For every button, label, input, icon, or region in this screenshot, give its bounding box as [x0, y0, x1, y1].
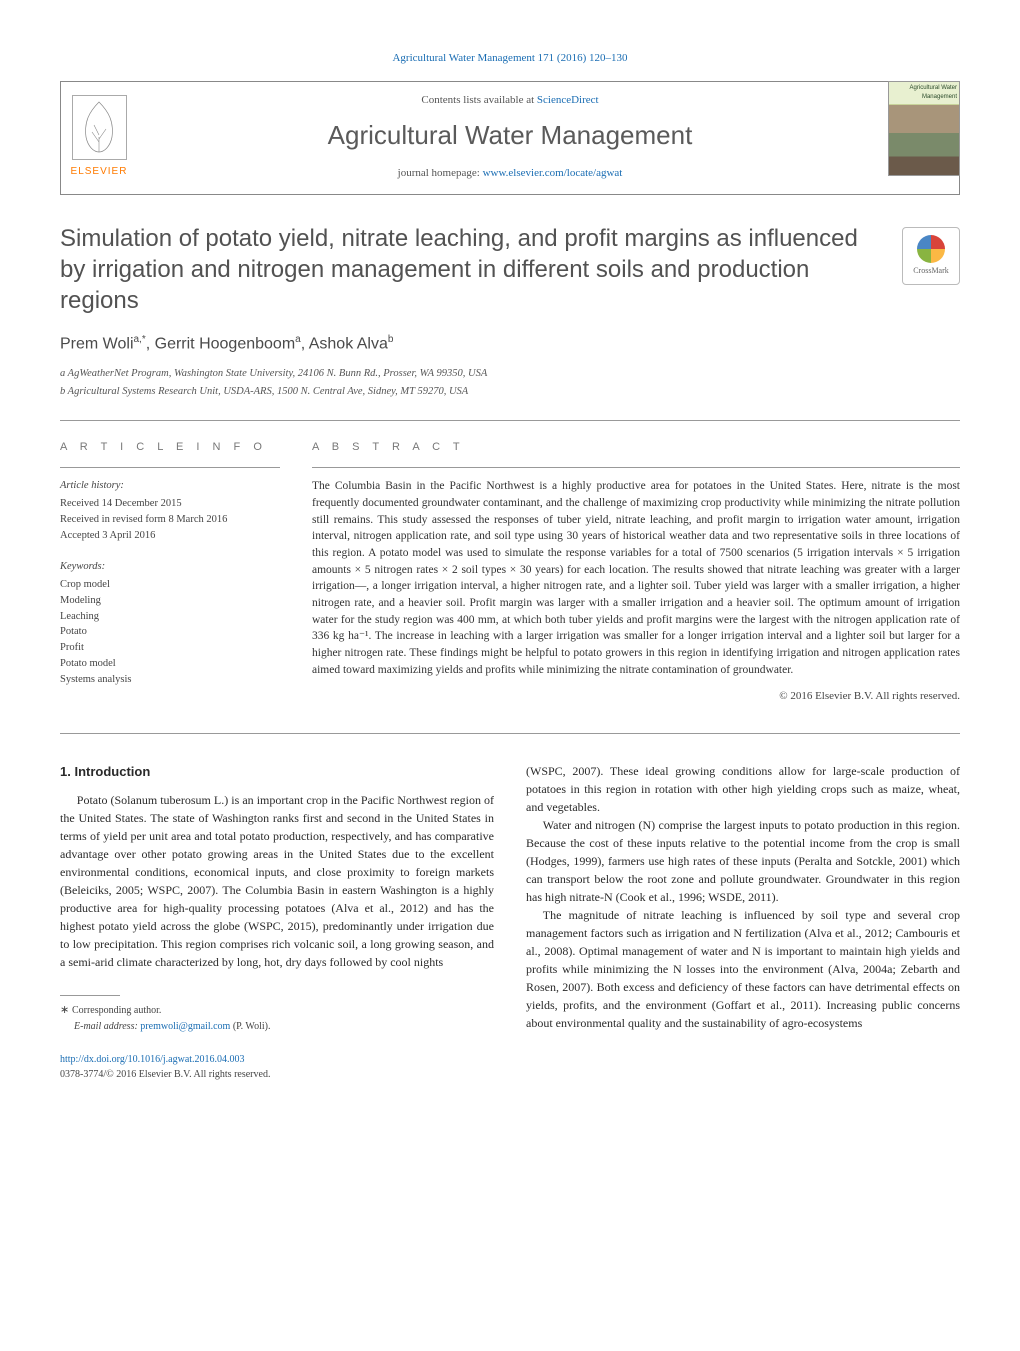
footnote-rule: [60, 995, 120, 996]
contents-prefix: Contents lists available at: [421, 94, 536, 106]
article-info-column: a r t i c l e i n f o Article history: R…: [60, 439, 280, 705]
abstract-column: a b s t r a c t The Columbia Basin in th…: [312, 439, 960, 705]
crossmark-icon: [917, 235, 945, 263]
divider: [60, 733, 960, 734]
left-column: 1. Introduction Potato (Solanum tuberosu…: [60, 762, 494, 1082]
right-column: (WSPC, 2007). These ideal growing condit…: [526, 762, 960, 1082]
article-title: Simulation of potato yield, nitrate leac…: [60, 223, 960, 317]
abstract-label: a b s t r a c t: [312, 439, 960, 456]
keyword-item: Potato: [60, 624, 280, 640]
doi-link[interactable]: http://dx.doi.org/10.1016/j.agwat.2016.0…: [60, 1054, 245, 1065]
contents-available-line: Contents lists available at ScienceDirec…: [81, 92, 939, 109]
keyword-item: Crop model: [60, 577, 280, 593]
body-paragraph: Water and nitrogen (N) comprise the larg…: [526, 816, 960, 906]
author-sup: a: [295, 334, 301, 345]
author-email-link[interactable]: premwoli@gmail.com: [140, 1021, 230, 1032]
abstract-text: The Columbia Basin in the Pacific Northw…: [312, 478, 960, 678]
corresponding-label: Corresponding author.: [72, 1005, 161, 1016]
issn-copyright: 0378-3774/© 2016 Elsevier B.V. All right…: [60, 1067, 494, 1082]
affiliation-a: a AgWeatherNet Program, Washington State…: [60, 366, 960, 382]
corresponding-footnote: ∗ Corresponding author.: [60, 1002, 494, 1019]
crossmark-label: CrossMark: [913, 265, 949, 277]
asterisk-icon: ∗: [60, 1004, 72, 1016]
section-heading-introduction: 1. Introduction: [60, 762, 494, 782]
author-sup: b: [388, 334, 394, 345]
copyright-line: © 2016 Elsevier B.V. All rights reserved…: [312, 688, 960, 705]
journal-cover-thumbnail: Agricultural Water Management: [888, 81, 960, 176]
journal-name: Agricultural Water Management: [81, 116, 939, 155]
history-title: Article history:: [60, 478, 280, 494]
keyword-item: Potato model: [60, 656, 280, 672]
homepage-prefix: journal homepage:: [398, 167, 483, 179]
affiliations: a AgWeatherNet Program, Washington State…: [60, 366, 960, 400]
journal-homepage-line: journal homepage: www.elsevier.com/locat…: [81, 165, 939, 182]
divider: [60, 420, 960, 421]
body-paragraph: Potato (Solanum tuberosum L.) is an impo…: [60, 791, 494, 971]
keyword-item: Leaching: [60, 609, 280, 625]
email-footnote: E-mail address: premwoli@gmail.com (P. W…: [60, 1019, 494, 1034]
publisher-logo-block: ELSEVIER: [60, 81, 138, 193]
author-sup: a,*: [134, 334, 146, 345]
page-root: Agricultural Water Management 171 (2016)…: [0, 0, 1020, 1132]
running-header: Agricultural Water Management 171 (2016)…: [60, 50, 960, 67]
keywords-title: Keywords:: [60, 559, 280, 575]
journal-cover-label: Agricultural Water Management: [889, 82, 959, 104]
info-abstract-row: a r t i c l e i n f o Article history: R…: [60, 439, 960, 705]
history-revised: Received in revised form 8 March 2016: [60, 512, 280, 528]
author-list: Prem Wolia,*, Gerrit Hoogenbooma, Ashok …: [60, 332, 960, 356]
elsevier-tree-icon: [72, 95, 127, 160]
keyword-item: Systems analysis: [60, 672, 280, 688]
history-accepted: Accepted 3 April 2016: [60, 528, 280, 544]
keyword-item: Modeling: [60, 593, 280, 609]
title-block: CrossMark Simulation of potato yield, ni…: [60, 223, 960, 317]
crossmark-badge[interactable]: CrossMark: [902, 227, 960, 285]
divider: [60, 467, 280, 468]
body-two-column: 1. Introduction Potato (Solanum tuberosu…: [60, 762, 960, 1082]
article-history: Article history: Received 14 December 20…: [60, 478, 280, 543]
publisher-name: ELSEVIER: [71, 164, 128, 179]
sciencedirect-link[interactable]: ScienceDirect: [537, 94, 599, 106]
email-suffix: (P. Woli).: [230, 1021, 270, 1032]
citation: Agricultural Water Management 171 (2016)…: [392, 52, 627, 64]
keywords-block: Keywords: Crop model Modeling Leaching P…: [60, 559, 280, 687]
affiliation-b: b Agricultural Systems Research Unit, US…: [60, 384, 960, 400]
author-name: Gerrit Hoogenboom: [155, 335, 296, 352]
author-name: Ashok Alva: [309, 335, 388, 352]
journal-header: ELSEVIER Agricultural Water Management C…: [60, 81, 960, 195]
tree-icon: [74, 97, 124, 157]
doi-block: http://dx.doi.org/10.1016/j.agwat.2016.0…: [60, 1052, 494, 1082]
body-paragraph: The magnitude of nitrate leaching is inf…: [526, 906, 960, 1032]
email-label: E-mail address:: [74, 1021, 140, 1032]
article-info-label: a r t i c l e i n f o: [60, 439, 280, 456]
author-name: Prem Woli: [60, 335, 134, 352]
journal-homepage-link[interactable]: www.elsevier.com/locate/agwat: [483, 167, 623, 179]
keyword-item: Profit: [60, 640, 280, 656]
body-paragraph: (WSPC, 2007). These ideal growing condit…: [526, 762, 960, 816]
history-received: Received 14 December 2015: [60, 496, 280, 512]
divider: [312, 467, 960, 468]
